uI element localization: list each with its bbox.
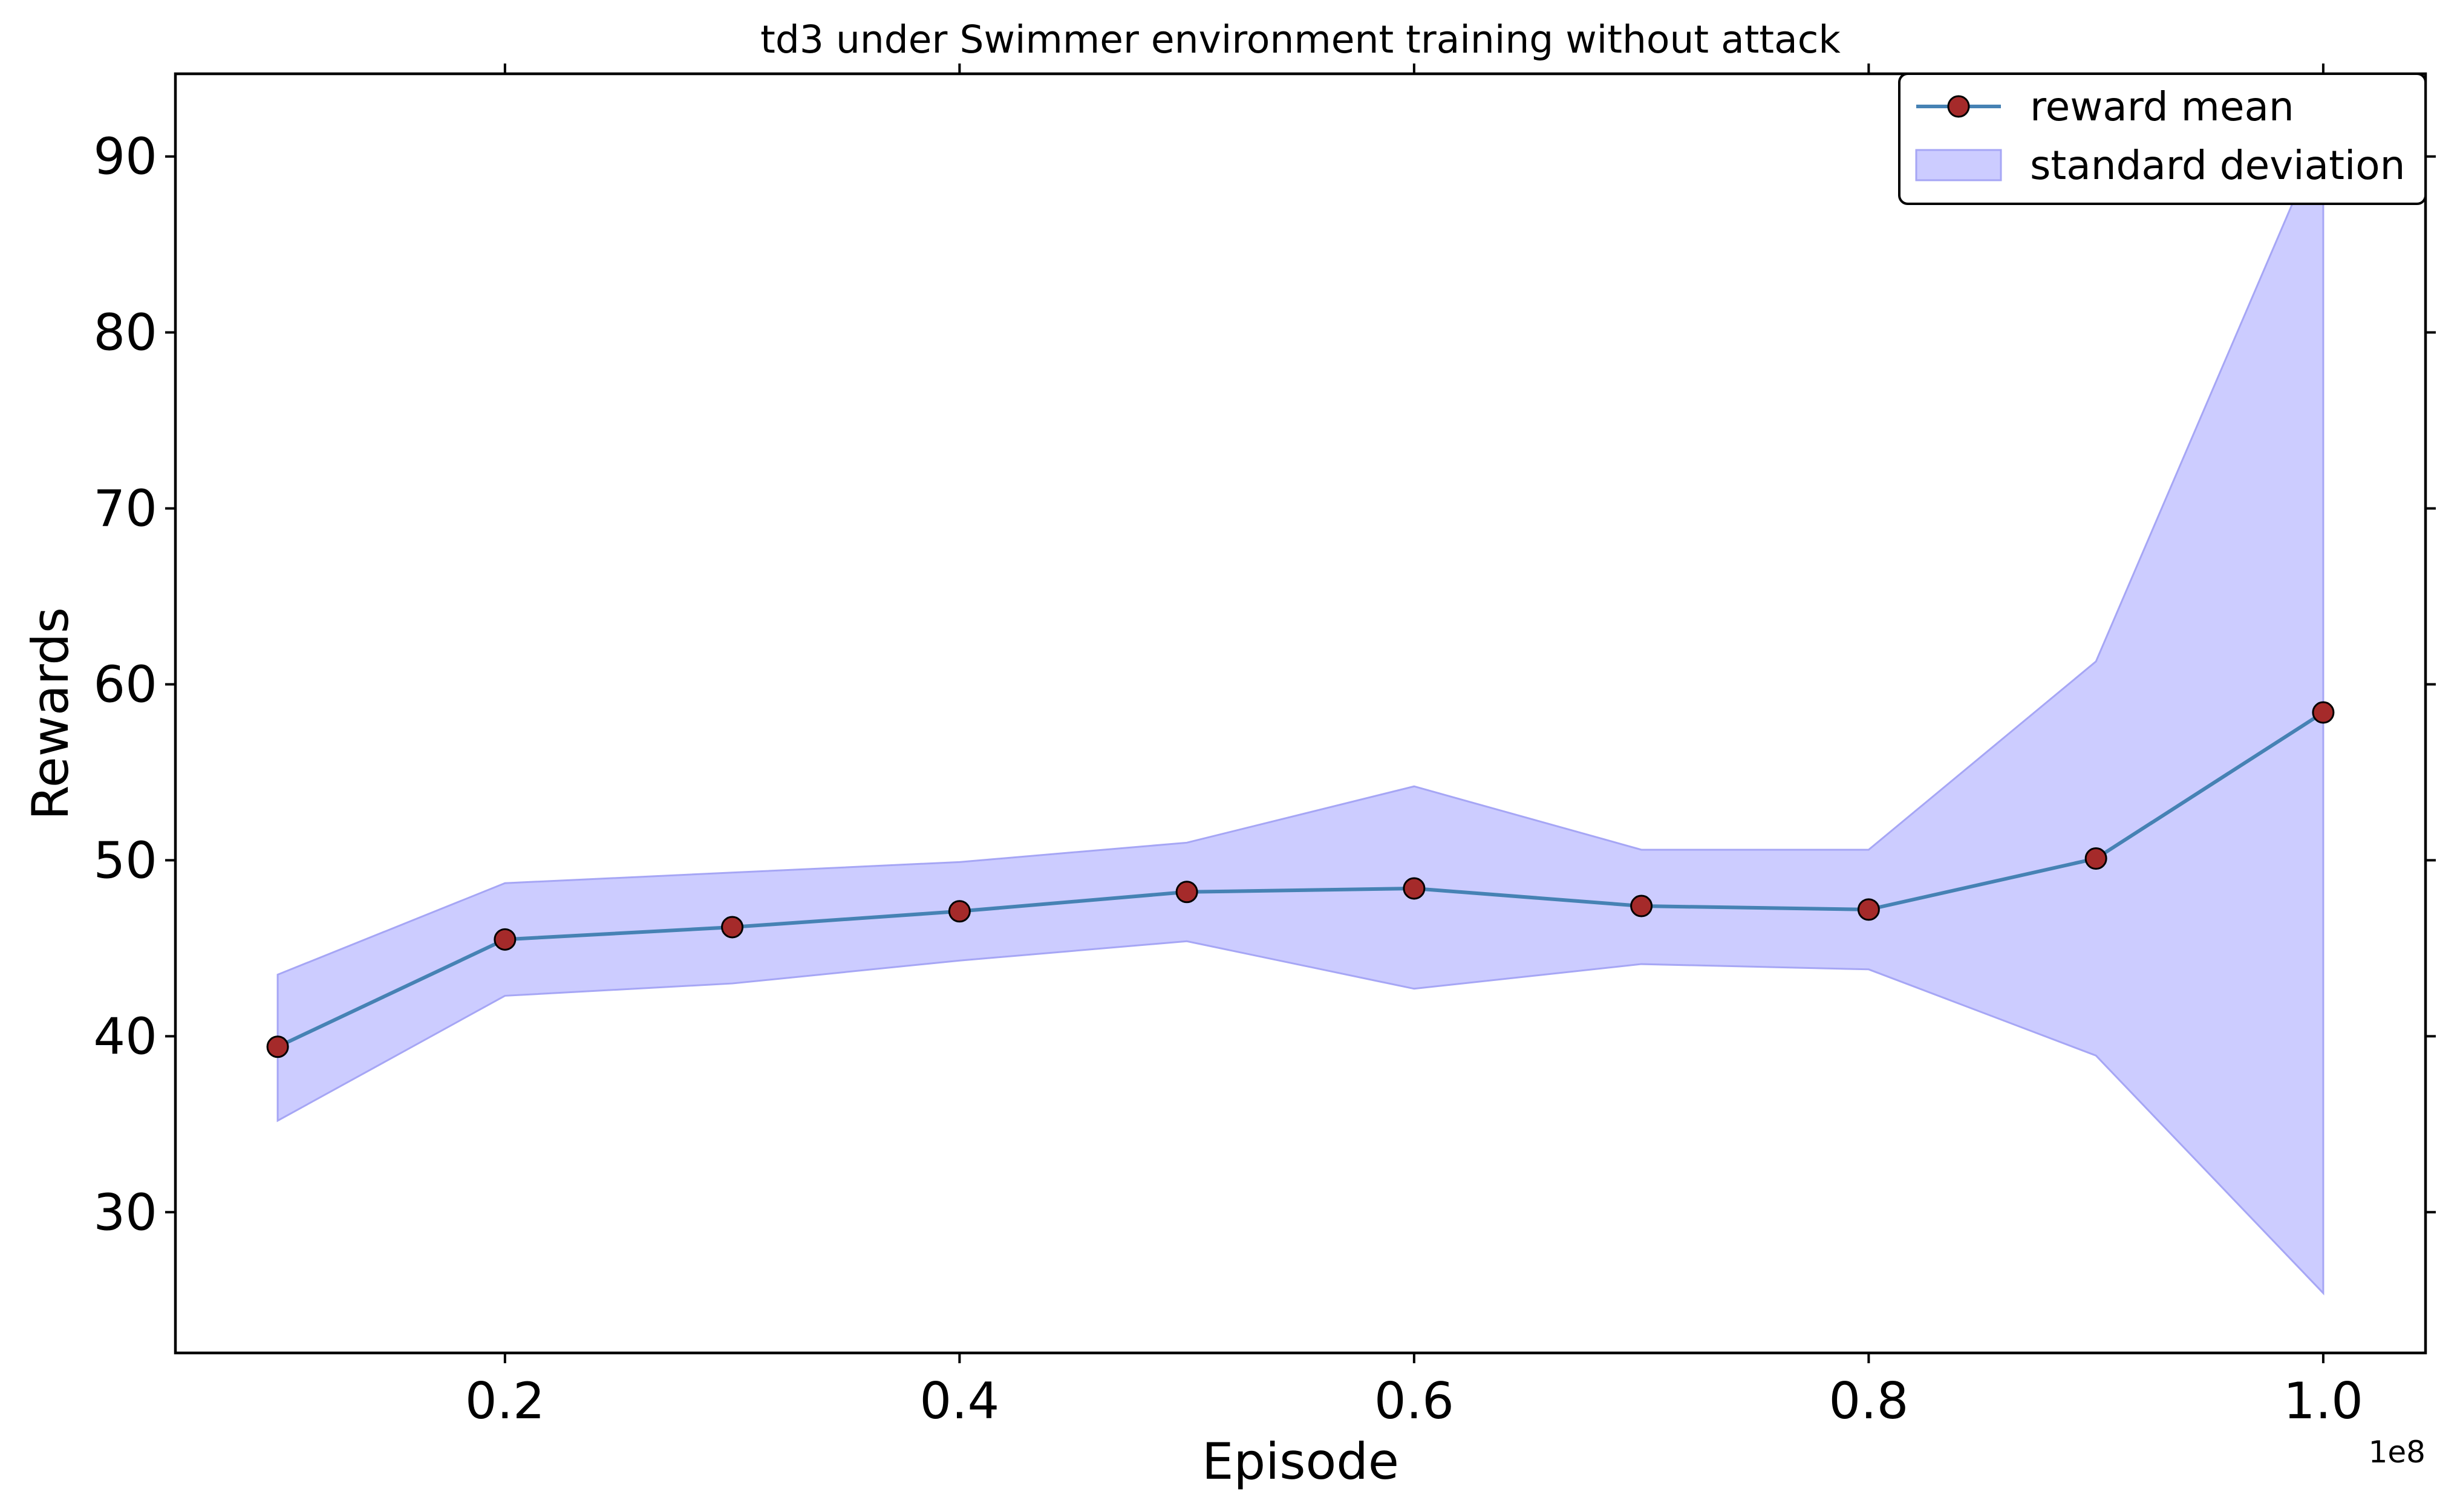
legend: reward mean standard deviation — [1898, 73, 2427, 205]
y-tick-label: 70 — [93, 480, 157, 538]
y-tick-label: 40 — [93, 1007, 157, 1066]
x-tick-layer: 0.2 0.4 0.6 0.8 1.0 — [465, 64, 2363, 1430]
x-tick-label: 0.4 — [919, 1372, 999, 1430]
legend-box — [1898, 73, 2427, 205]
y-axis-label: Rewards — [21, 607, 80, 820]
data-point — [2084, 847, 2107, 870]
chart-title: td3 under Swimmer environment training w… — [760, 18, 1841, 62]
x-tick-label: 1.0 — [2283, 1372, 2363, 1430]
marker-layer — [266, 701, 2335, 1058]
data-point — [1857, 898, 1880, 921]
y-tick-label: 30 — [93, 1183, 157, 1242]
plot-frame — [174, 72, 2427, 1355]
y-tick-label: 60 — [93, 655, 157, 714]
y-tick-layer: 30 40 50 60 70 80 90 — [93, 128, 2436, 1242]
x-tick-label: 0.6 — [1374, 1372, 1454, 1430]
data-point — [266, 1035, 289, 1058]
data-point — [1175, 881, 1198, 904]
data-point — [1630, 894, 1653, 917]
std-band-layer — [276, 131, 2325, 1295]
legend-mean-label: reward mean — [2030, 83, 2294, 130]
x-axis-offset-label: 1e8 — [2369, 1435, 2426, 1470]
y-tick-label: 50 — [93, 831, 157, 890]
x-axis-label: Episode — [1202, 1432, 1399, 1491]
data-point — [1403, 877, 1426, 900]
data-point — [2312, 701, 2335, 724]
x-tick-label: 0.8 — [1829, 1372, 1908, 1430]
data-point — [721, 916, 744, 939]
y-tick-label: 90 — [93, 128, 157, 186]
legend-marker-swatch — [1947, 95, 1970, 118]
mean-line — [276, 711, 2325, 1049]
x-tick-label: 0.2 — [465, 1372, 545, 1430]
mean-line-layer — [276, 711, 2325, 1049]
data-point — [948, 900, 971, 923]
legend-band-label: standard deviation — [2030, 142, 2406, 189]
data-point — [494, 928, 517, 951]
std-band — [276, 131, 2325, 1295]
legend-band-swatch — [1915, 149, 2002, 181]
y-tick-label: 80 — [93, 304, 157, 362]
